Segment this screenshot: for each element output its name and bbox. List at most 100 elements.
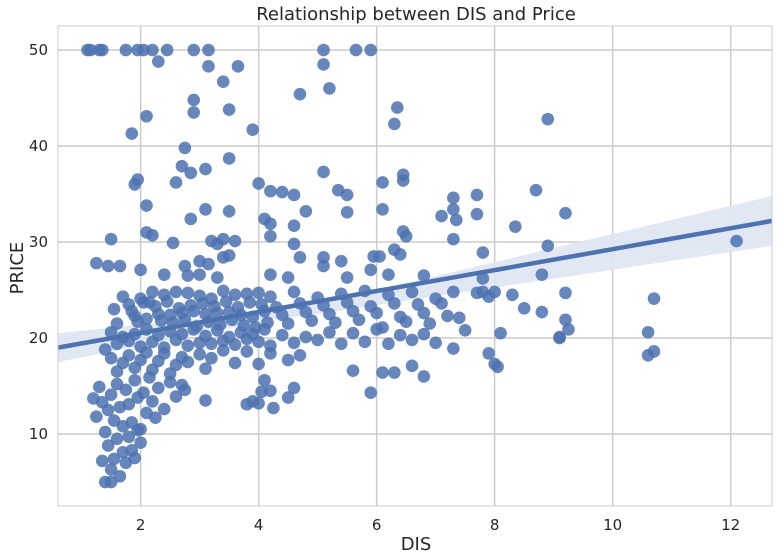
data-point	[405, 359, 419, 373]
data-point	[559, 206, 572, 220]
data-point	[476, 246, 490, 259]
data-point	[95, 454, 109, 468]
data-point	[122, 430, 136, 444]
data-point	[90, 256, 103, 270]
data-point	[317, 251, 330, 264]
data-point	[399, 315, 413, 328]
data-point	[252, 286, 265, 300]
data-point	[160, 43, 174, 57]
data-point	[470, 188, 484, 202]
data-point	[441, 309, 454, 323]
data-point	[178, 141, 192, 155]
data-point	[393, 328, 407, 342]
data-point	[376, 203, 389, 216]
data-point	[146, 43, 159, 57]
data-point	[376, 176, 389, 189]
data-point	[169, 285, 183, 299]
data-point	[287, 188, 301, 202]
data-point	[293, 348, 307, 362]
data-point	[382, 337, 395, 351]
data-point	[216, 344, 230, 357]
data-point	[447, 342, 460, 355]
data-point	[529, 183, 543, 197]
data-point	[541, 112, 555, 126]
data-point	[134, 263, 147, 277]
x-tick-label: 12	[721, 516, 740, 534]
data-point	[222, 152, 236, 165]
data-point	[199, 394, 212, 407]
data-point	[535, 268, 549, 281]
data-point	[373, 250, 386, 263]
data-point	[264, 184, 277, 198]
data-point	[119, 43, 133, 57]
data-point	[146, 285, 159, 299]
data-point	[482, 347, 496, 360]
data-point	[641, 325, 655, 339]
data-point	[184, 166, 198, 180]
data-point	[405, 333, 419, 347]
data-point	[509, 220, 522, 233]
data-point	[140, 346, 153, 359]
x-tick-label: 6	[372, 516, 382, 534]
data-point	[107, 302, 121, 316]
data-point	[447, 203, 460, 216]
data-point	[417, 370, 431, 383]
data-point	[388, 117, 401, 131]
data-point	[450, 213, 463, 227]
x-axis-label: DIS	[401, 534, 432, 555]
data-point	[275, 185, 289, 199]
data-point	[216, 232, 230, 246]
data-point	[396, 174, 410, 187]
data-point	[352, 313, 366, 327]
data-point	[258, 373, 271, 387]
data-point	[287, 336, 301, 350]
data-point	[323, 82, 336, 95]
data-point	[222, 204, 236, 218]
data-point	[305, 314, 319, 328]
data-points	[81, 43, 743, 489]
data-point	[163, 375, 177, 389]
data-point	[264, 229, 277, 243]
data-point	[113, 259, 127, 273]
data-point	[101, 439, 115, 452]
data-point	[435, 209, 448, 223]
data-point	[559, 313, 572, 327]
data-point	[390, 101, 404, 114]
chart-title: Relationship between DIS and Price	[256, 4, 576, 25]
regression-line	[57, 218, 773, 350]
data-point	[267, 401, 280, 415]
data-point	[364, 263, 378, 277]
data-point	[134, 436, 147, 449]
data-point	[264, 268, 277, 281]
data-point	[447, 285, 460, 299]
data-point	[281, 317, 295, 330]
data-point	[317, 58, 330, 71]
data-point	[175, 327, 189, 341]
data-point	[216, 75, 230, 88]
data-point	[452, 311, 466, 325]
data-point	[488, 285, 501, 299]
data-point	[119, 383, 133, 397]
data-point	[364, 43, 378, 57]
data-point	[181, 355, 195, 369]
data-point	[264, 217, 277, 231]
data-point	[205, 337, 218, 351]
data-point	[334, 254, 348, 268]
x-tick-label: 8	[490, 516, 500, 534]
data-point	[458, 324, 472, 337]
data-point	[252, 335, 265, 349]
data-point	[399, 229, 413, 243]
data-point	[166, 236, 180, 250]
data-point	[281, 391, 295, 404]
data-point	[187, 43, 201, 57]
data-point	[417, 327, 431, 341]
data-point	[193, 348, 206, 361]
data-point	[264, 347, 277, 360]
data-point	[107, 452, 121, 466]
data-point	[393, 248, 407, 261]
data-point	[202, 43, 215, 57]
data-point	[104, 351, 118, 365]
data-point	[181, 286, 195, 300]
data-point	[93, 380, 106, 394]
data-point	[647, 345, 661, 358]
